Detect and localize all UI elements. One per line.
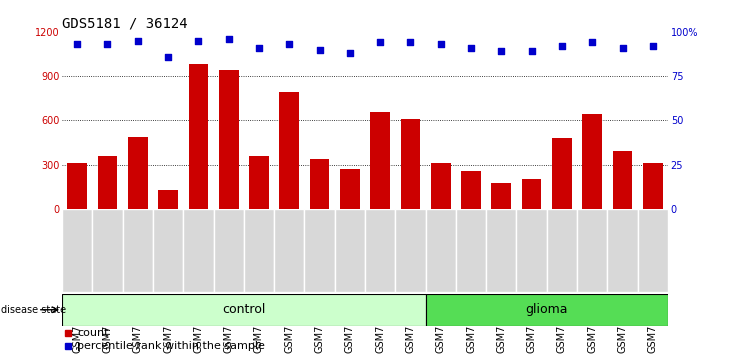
Bar [128,137,147,209]
Bar [67,163,87,209]
Text: glioma: glioma [526,303,568,316]
Bar [249,156,269,209]
Bar [426,209,456,292]
Text: GDS5181 / 36124: GDS5181 / 36124 [62,17,188,31]
Text: percentile rank within the sample: percentile rank within the sample [77,341,265,351]
Bar [456,209,486,292]
Bar [158,190,178,209]
Bar [123,209,153,292]
Bar [310,159,329,209]
Bar [153,209,183,292]
Text: count: count [77,328,109,338]
Bar [188,64,208,209]
Point [374,40,386,45]
Bar [491,183,511,209]
Bar [547,209,577,292]
Bar [98,156,118,209]
Bar [280,92,299,209]
Bar [304,209,335,292]
Bar [461,171,481,209]
Bar [522,179,542,209]
Bar [431,163,450,209]
Bar [401,119,420,209]
Bar [426,294,668,326]
Point [465,45,477,51]
Bar [612,152,632,209]
Bar [517,209,547,292]
Bar [62,209,93,292]
Bar [396,209,426,292]
Point [283,41,295,47]
Point [556,43,568,49]
Point [404,40,416,45]
Point [101,41,113,47]
Bar [583,114,602,209]
Point [586,40,598,45]
Bar [62,294,426,326]
Text: disease state: disease state [1,305,66,315]
Point [647,43,658,49]
Bar [244,209,274,292]
Point [435,41,447,47]
Bar [370,112,390,209]
Bar [365,209,396,292]
Point [72,41,83,47]
Bar [340,169,360,209]
Point [193,38,204,44]
Point [617,45,629,51]
Bar [607,209,638,292]
Bar [552,138,572,209]
Point [223,36,234,42]
Point [344,50,356,56]
Bar [486,209,517,292]
Bar [643,163,663,209]
Point [526,48,537,54]
Bar [577,209,607,292]
Bar [335,209,365,292]
Bar [93,209,123,292]
Bar [219,70,239,209]
Bar [214,209,244,292]
Text: control: control [222,303,266,316]
Point [253,45,265,51]
Point [132,38,144,44]
Point [314,47,326,52]
Point [496,48,507,54]
Point [162,54,174,59]
Bar [274,209,304,292]
Bar [638,209,668,292]
Bar [183,209,214,292]
